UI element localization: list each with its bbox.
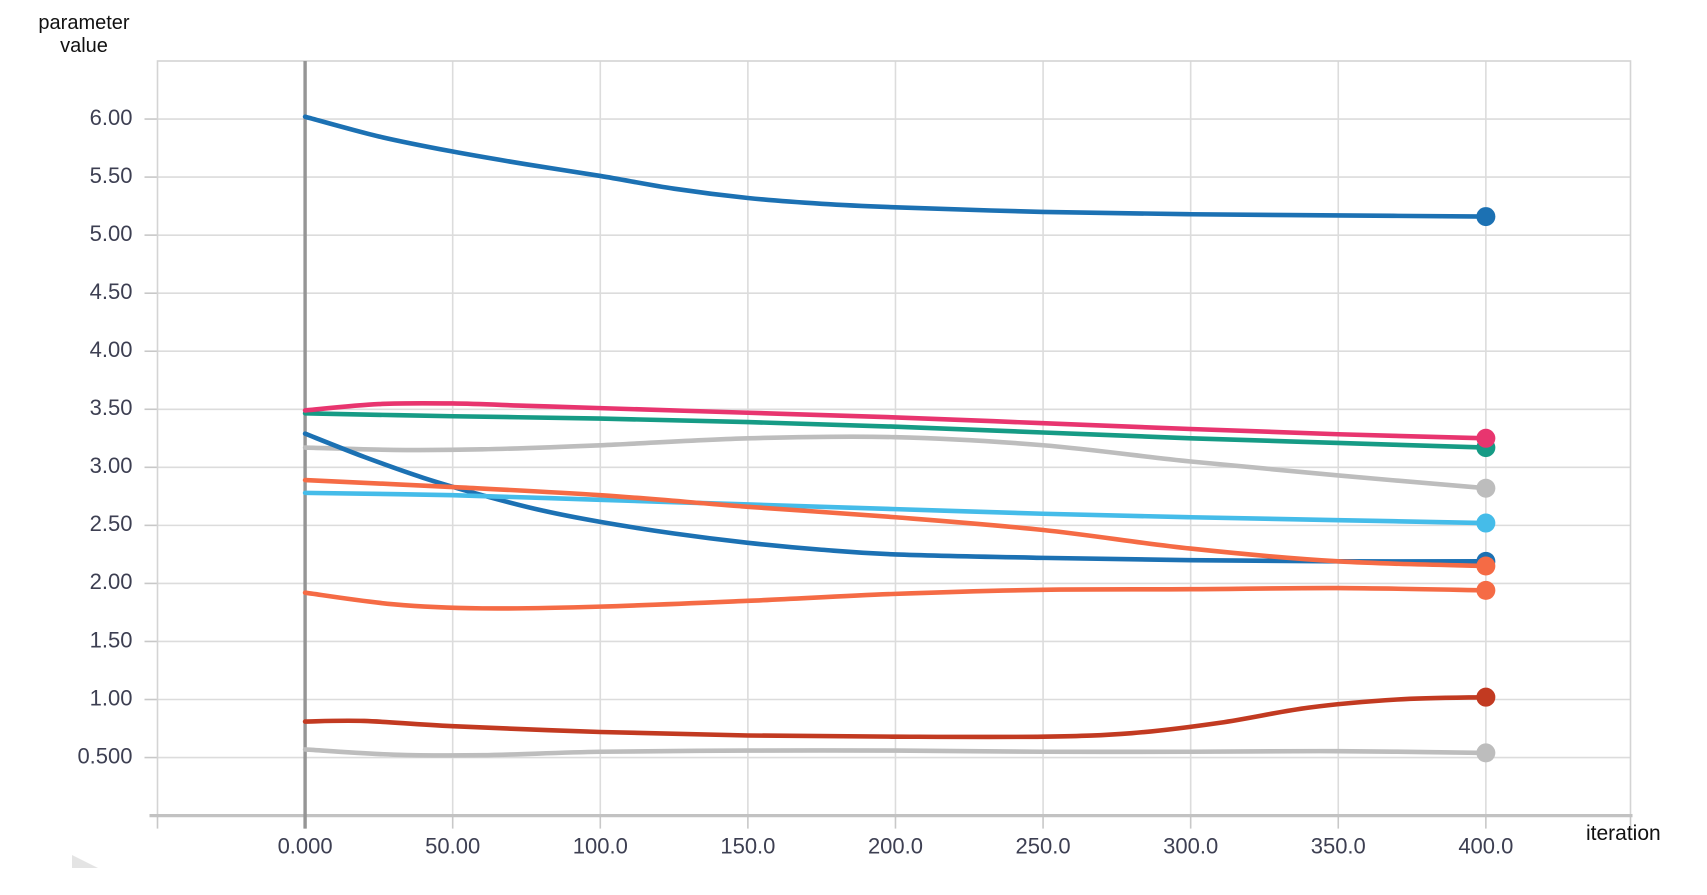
endpoint-dot-param-cyan: [1476, 513, 1496, 533]
y-tick-label-5.50: 5.50: [90, 163, 133, 188]
endpoint-dot-param-blue-top: [1476, 207, 1496, 227]
endpoint-dot-param-gray-lower: [1476, 743, 1496, 763]
y-tick-label-5.00: 5.00: [90, 221, 133, 246]
y-tick-label-1.50: 1.50: [90, 627, 133, 652]
endpoint-dot-param-pink: [1476, 428, 1496, 448]
series-path-param-red: [302, 694, 1489, 740]
y-tick-label-2.00: 2.00: [90, 569, 133, 594]
x-tick-label-200.0: 200.0: [868, 834, 923, 859]
x-tick-label-150.0: 150.0: [720, 834, 775, 859]
x-tick-label-0.000: 0.000: [278, 834, 333, 859]
endpoint-dot-param-gray-upper: [1476, 478, 1496, 498]
series-path-param-cyan: [302, 490, 1489, 526]
series-path-param-orange-lower: [302, 585, 1489, 611]
x-tick-label-350.0: 350.0: [1311, 834, 1366, 859]
y-tick-label-1.00: 1.00: [90, 685, 133, 710]
y-tick-label-0.500: 0.500: [77, 743, 132, 768]
series-path-param-teal: [302, 411, 1489, 450]
x-tick-label-100.0: 100.0: [573, 834, 628, 859]
endpoint-dot-param-red: [1476, 687, 1496, 707]
x-tick-label-300.0: 300.0: [1163, 834, 1218, 859]
endpoint-dot-param-orange-lower: [1476, 580, 1496, 600]
x-axis-title: iteration: [1586, 822, 1661, 845]
y-tick-label-3.00: 3.00: [90, 453, 133, 478]
y-tick-label-6.00: 6.00: [90, 105, 133, 130]
y-tick-label-4.50: 4.50: [90, 279, 133, 304]
y-tick-label-3.50: 3.50: [90, 395, 133, 420]
y-tick-label-2.50: 2.50: [90, 511, 133, 536]
endpoint-dot-param-orange-upper: [1476, 556, 1496, 576]
series-path-param-blue-top: [302, 114, 1489, 219]
x-tick-label-50.00: 50.00: [425, 834, 480, 859]
x-tick-label-250.0: 250.0: [1016, 834, 1071, 859]
series-path-param-gray-lower: [302, 747, 1489, 758]
x-tick-label-400.0: 400.0: [1458, 834, 1513, 859]
y-axis-title: parameter value: [38, 12, 130, 57]
y-tick-label-4.00: 4.00: [90, 337, 133, 362]
series-path-param-gray-upper: [302, 434, 1489, 491]
series-path-param-orange-upper: [302, 477, 1489, 569]
series-path-param-pink: [302, 400, 1489, 441]
